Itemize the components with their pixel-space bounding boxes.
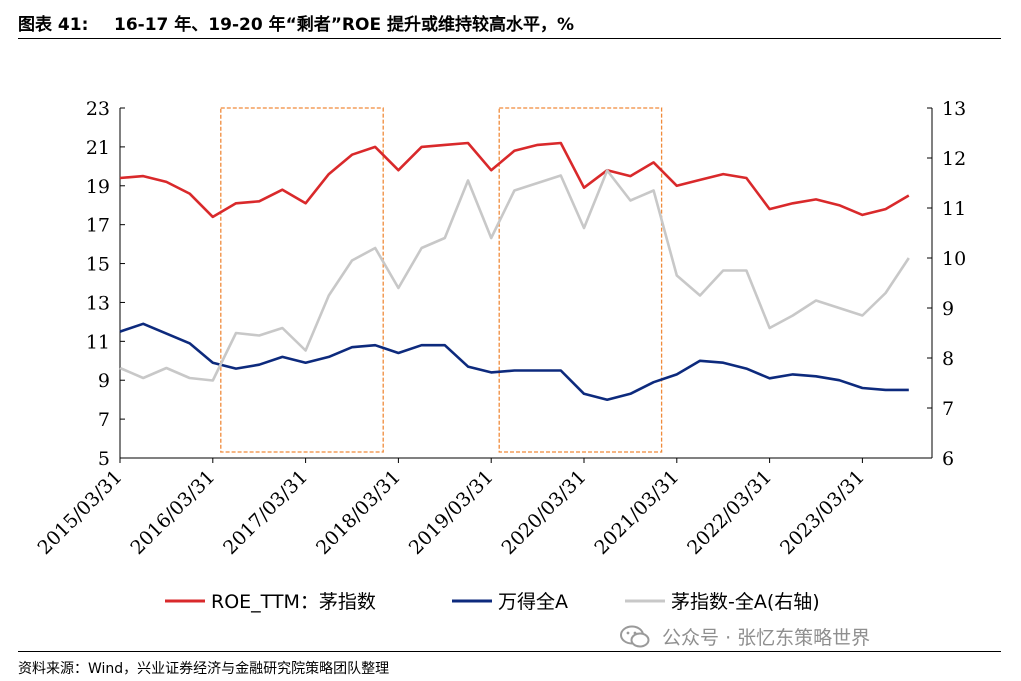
chart-title: 16-17 年、19-20 年“剩者”ROE 提升或维持较高水平，%	[114, 15, 575, 35]
left-tick-label: 19	[86, 176, 110, 198]
x-tick-label: 2019/03/31	[405, 466, 498, 559]
highlight-periods	[220, 107, 663, 453]
x-tick-label: 2020/03/31	[498, 466, 591, 559]
left-tick-label: 15	[86, 254, 110, 276]
source-footer: 资料来源：Wind，兴业证券经济与金融研究院策略团队整理	[18, 651, 1001, 680]
series-lines	[119, 141, 910, 402]
highlight-box-1	[220, 107, 384, 453]
figure-number: 图表 41:	[18, 15, 89, 35]
x-tick-label: 2015/03/31	[34, 466, 127, 559]
legend-label-1: ROE_TTM：茅指数	[211, 591, 376, 613]
x-tick-label: 2018/03/31	[312, 466, 405, 559]
x-tick-label: 2016/03/31	[126, 466, 219, 559]
left-tick-label: 23	[86, 98, 110, 120]
right-tick-label: 8	[942, 348, 954, 370]
highlight-box-2	[498, 107, 663, 453]
legend-label-2: 万得全A	[498, 591, 568, 613]
right-tick-label: 12	[942, 148, 966, 170]
left-tick-label: 17	[86, 215, 110, 237]
right-tick-label: 10	[942, 248, 966, 270]
watermark-text: 公众号 · 张忆东策略世界	[662, 627, 871, 649]
left-tick-label: 9	[98, 370, 110, 392]
left-tick-label: 11	[86, 331, 110, 353]
right-tick-label: 9	[942, 298, 954, 320]
x-tick-label: 2022/03/31	[683, 466, 776, 559]
left-tick-label: 5	[98, 448, 110, 470]
x-tick-label: 2023/03/31	[776, 466, 869, 559]
series-line-2	[119, 322, 909, 402]
source-note: 资料来源：Wind，兴业证券经济与金融研究院策略团队整理	[18, 661, 390, 677]
figure-header: 图表 41: 16-17 年、19-20 年“剩者”ROE 提升或维持较高水平，…	[18, 10, 1001, 39]
right-tick-label: 7	[942, 398, 954, 420]
x-tick-label: 2021/03/31	[590, 466, 683, 559]
series-line-3	[119, 169, 910, 382]
right-tick-label: 11	[942, 198, 966, 220]
watermark: 公众号 · 张忆东策略世界	[620, 623, 870, 653]
chart-legend: ROE_TTM：茅指数 万得全A 茅指数-全A(右轴)	[165, 591, 820, 613]
left-tick-label: 13	[86, 292, 110, 314]
right-tick-label: 13	[942, 98, 966, 120]
left-tick-label: 21	[86, 137, 110, 159]
right-tick-label: 6	[942, 448, 954, 470]
left-tick-label: 7	[98, 409, 110, 431]
legend-label-3: 茅指数-全A(右轴)	[671, 591, 820, 613]
series-line-1	[119, 141, 910, 219]
x-tick-label: 2017/03/31	[219, 466, 312, 559]
wechat-icon	[620, 625, 650, 647]
